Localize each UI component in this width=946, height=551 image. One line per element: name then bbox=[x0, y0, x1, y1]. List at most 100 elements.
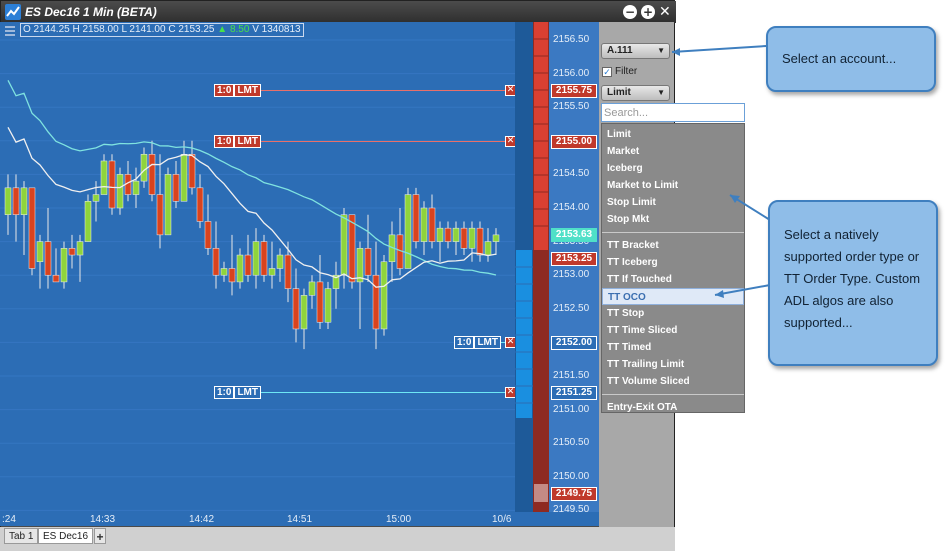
candle-body bbox=[76, 241, 84, 256]
order-type-option-stop-mkt[interactable]: Stop Mkt bbox=[607, 214, 650, 225]
time-axis[interactable]: :24 14:33 14:42 14:51 15:00 10/6 bbox=[0, 512, 599, 526]
current-price-tag: 2153.25 bbox=[551, 252, 597, 266]
candle-body bbox=[188, 153, 196, 189]
chart-canvas bbox=[0, 39, 515, 511]
price-tick: 2154.00 bbox=[553, 202, 590, 213]
close-button[interactable]: ✕ bbox=[659, 4, 671, 20]
moving-average-fast bbox=[7, 127, 497, 288]
order-type-option-stop-limit[interactable]: Stop Limit bbox=[607, 197, 656, 208]
candle-body bbox=[60, 248, 68, 283]
order-type-value: Limit bbox=[607, 87, 631, 98]
chart-line-icon bbox=[6, 6, 20, 17]
order-type-search-input[interactable] bbox=[601, 103, 745, 122]
candle-body bbox=[468, 227, 476, 249]
candle-body bbox=[452, 227, 460, 242]
price-tag-order-4: 2151.25 bbox=[551, 386, 597, 400]
price-tick: 2156.00 bbox=[553, 67, 590, 79]
candle-body bbox=[164, 174, 172, 236]
candle-body bbox=[340, 214, 348, 276]
candle-body bbox=[132, 180, 140, 195]
account-callout: Select an account... bbox=[766, 26, 936, 92]
minimize-button[interactable]: − bbox=[623, 5, 637, 19]
candle-body bbox=[140, 153, 148, 182]
candle-body bbox=[148, 153, 156, 195]
title-bar[interactable]: ES Dec16 1 Min (BETA) − + ✕ bbox=[1, 1, 676, 23]
candle-body bbox=[236, 254, 244, 283]
candle-body bbox=[156, 194, 164, 236]
order-type-select[interactable]: Limit ▼ bbox=[601, 85, 670, 101]
candle-body bbox=[92, 194, 100, 202]
order-label-buy-1[interactable]: 1:0 LMT bbox=[454, 336, 501, 349]
price-tag-order-3: 2152.00 bbox=[551, 336, 597, 350]
order-label-buy-2[interactable]: 1:0 LMT bbox=[214, 386, 261, 399]
bid-ladder-column[interactable] bbox=[515, 22, 533, 512]
order-label-sell-2[interactable]: 1:0 LMT bbox=[214, 135, 261, 148]
filter-checkbox-row[interactable]: ✓ Filter bbox=[602, 66, 637, 77]
price-tick: 2154.50 bbox=[553, 168, 590, 180]
candle-body bbox=[252, 241, 260, 276]
order-type-option-entry-exit-ota[interactable]: Entry-Exit OTA bbox=[607, 402, 678, 413]
order-type-option-tt-if-touched[interactable]: TT If Touched bbox=[607, 274, 672, 285]
order-type-option-tt-bracket[interactable]: TT Bracket bbox=[607, 240, 659, 251]
order-type-option-tt-timed[interactable]: TT Timed bbox=[607, 342, 652, 353]
tab-es-dec16[interactable]: ES Dec16 bbox=[38, 528, 94, 544]
tab-tab-1[interactable]: Tab 1 bbox=[4, 528, 39, 544]
price-tag-order-2: 2155.00 bbox=[551, 135, 597, 149]
low-price-tag: 2149.75 bbox=[551, 487, 597, 501]
order-type-option-tt-iceberg[interactable]: TT Iceberg bbox=[607, 257, 658, 268]
order-type-option-tt-trailing-limit[interactable]: TT Trailing Limit bbox=[607, 359, 685, 370]
chart-menu-icon[interactable] bbox=[5, 26, 15, 38]
order-type-option-tt-stop[interactable]: TT Stop bbox=[607, 308, 645, 319]
ask-ladder-cells bbox=[533, 22, 549, 502]
account-value: A.111 bbox=[607, 45, 633, 56]
chevron-down-icon: ▼ bbox=[657, 46, 665, 55]
window-title: ES Dec16 1 Min (BETA) bbox=[25, 5, 157, 19]
candle-body bbox=[108, 160, 116, 209]
order-type-option-tt-time-sliced[interactable]: TT Time Sliced bbox=[607, 325, 678, 336]
candle-body bbox=[52, 274, 60, 283]
candle-body bbox=[300, 295, 308, 330]
candle-body bbox=[492, 234, 500, 242]
order-line-sell-1[interactable] bbox=[258, 90, 510, 91]
order-type-option-market-to-limit[interactable]: Market to Limit bbox=[607, 180, 679, 191]
time-tick: :24 bbox=[2, 514, 16, 525]
order-type-option-tt-volume-sliced[interactable]: TT Volume Sliced bbox=[607, 376, 690, 387]
order-type-dropdown[interactable]: Limit Market Iceberg Market to Limit Stop Li… bbox=[601, 123, 745, 413]
price-tick: 2151.00 bbox=[553, 403, 590, 415]
account-select[interactable]: A.111 ▼ bbox=[601, 43, 670, 59]
price-chart[interactable]: O 2144.25 H 2158.00 L 2141.00 C 2153.25 … bbox=[0, 22, 515, 512]
order-line-buy-1[interactable] bbox=[498, 342, 510, 343]
order-type-option-limit[interactable]: Limit bbox=[607, 129, 631, 140]
candle-body bbox=[268, 268, 276, 276]
candle-body bbox=[308, 281, 316, 296]
order-line-buy-2[interactable] bbox=[258, 392, 510, 393]
maximize-button[interactable]: + bbox=[641, 5, 655, 19]
add-tab-button[interactable]: + bbox=[94, 528, 106, 544]
order-label-sell-1[interactable]: 1:0 LMT bbox=[214, 84, 261, 97]
low-value: L 2141.00 bbox=[121, 24, 166, 35]
filter-checkbox[interactable]: ✓ bbox=[602, 67, 612, 77]
candle-body bbox=[324, 288, 332, 323]
price-tick: 2152.50 bbox=[553, 302, 590, 314]
time-tick: 10/6 bbox=[492, 514, 512, 525]
time-tick: 14:33 bbox=[90, 514, 116, 525]
candle-body bbox=[364, 248, 372, 276]
order-line-sell-2[interactable] bbox=[258, 141, 510, 142]
change-value: ▲ 8.50 bbox=[217, 24, 250, 35]
order-type-option-tt-oco[interactable]: TT OCO bbox=[602, 288, 744, 305]
candle-body bbox=[404, 194, 412, 269]
tab-bar: Tab 1 ES Dec16 + bbox=[0, 527, 675, 551]
order-type-option-market[interactable]: Market bbox=[607, 146, 640, 157]
bid-ladder-cells bbox=[515, 250, 533, 418]
price-axis[interactable] bbox=[549, 22, 599, 512]
order-type-option-iceberg[interactable]: Iceberg bbox=[607, 163, 643, 174]
ask-ladder-column[interactable] bbox=[533, 22, 549, 512]
last-price-tag: 2153.63 bbox=[551, 228, 597, 242]
candle-body bbox=[260, 241, 268, 276]
price-tick: 2149.50 bbox=[553, 504, 590, 516]
candle-body bbox=[428, 207, 436, 242]
candle-body bbox=[220, 268, 228, 276]
candle-body bbox=[420, 207, 428, 242]
candle-body bbox=[332, 274, 340, 289]
chevron-down-icon: ▼ bbox=[657, 88, 665, 97]
